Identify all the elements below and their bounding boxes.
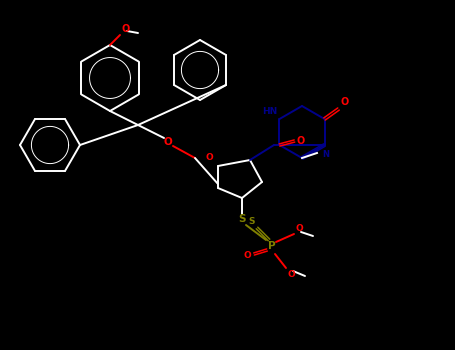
Text: S: S <box>238 214 246 224</box>
Text: O: O <box>287 270 295 279</box>
Text: O: O <box>295 224 303 233</box>
Text: S: S <box>248 217 255 226</box>
Text: O: O <box>205 153 213 162</box>
Text: HN: HN <box>262 107 278 116</box>
Text: O: O <box>243 251 251 259</box>
Text: P: P <box>268 241 276 251</box>
Text: O: O <box>121 24 129 34</box>
Text: O: O <box>340 97 349 107</box>
Text: N: N <box>322 150 329 159</box>
Text: O: O <box>164 137 172 147</box>
Text: O: O <box>297 136 305 146</box>
